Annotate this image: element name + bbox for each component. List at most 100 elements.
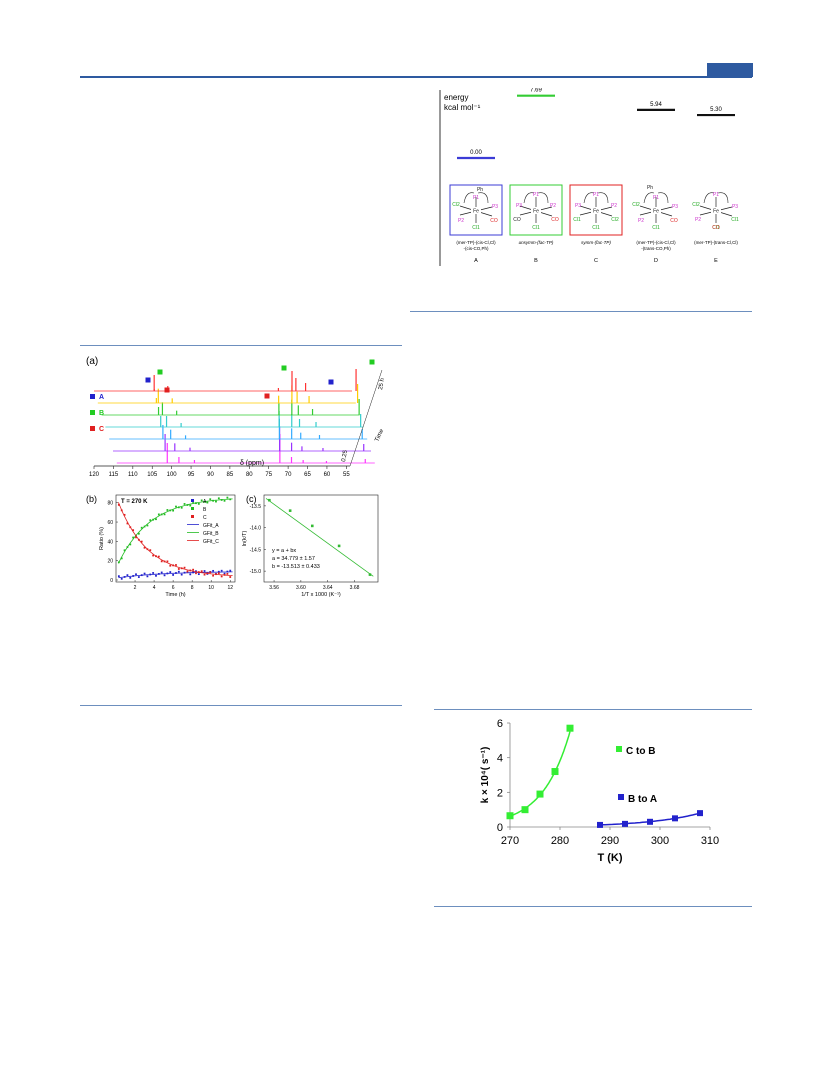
panel-b-xtick-label-10: 10	[208, 585, 214, 591]
panel-c-point-4	[368, 573, 372, 576]
panel-b-point-A	[195, 570, 197, 573]
atom-p3: P3	[732, 204, 738, 210]
panel-b-point-A	[160, 571, 163, 574]
chelate-arc-left	[643, 192, 655, 204]
panel-b-point-C	[172, 564, 175, 567]
panel-b-point-B	[166, 509, 169, 511]
panel-c-xlabel: 1/T x 1000 (K⁻¹)	[301, 592, 341, 598]
panel-b-point-B	[220, 499, 223, 501]
panel-b-point-A	[169, 571, 172, 573]
panel-b-point-C	[163, 560, 166, 563]
panel-b-point-B	[126, 546, 129, 549]
panel-b-point-C	[129, 526, 132, 529]
time-axis-label: Time	[374, 428, 385, 443]
structure-box-C	[569, 184, 623, 236]
panel-b-point-B	[183, 503, 186, 505]
panel-b-point-C	[192, 568, 195, 571]
header-page-tab	[707, 63, 753, 77]
panel-b-legend-label-B: B	[203, 507, 207, 513]
panel-b-point-C	[197, 571, 200, 573]
panel-b-legend-label-GFit_A: GFit_A	[203, 523, 219, 529]
nmr-tick-label-85: 85	[227, 472, 234, 478]
caption-line2-A: -(cis-CO,Ph)	[464, 246, 489, 251]
legend-swatch-A	[90, 394, 95, 399]
panel-b-point-C	[203, 573, 206, 576]
series-b-to-a-point-2	[647, 818, 653, 825]
panel-b-point-C	[220, 575, 223, 578]
series-b-to-a-point-4	[697, 810, 703, 817]
panel-b-point-C	[177, 568, 180, 570]
header-rule	[80, 76, 752, 78]
panel-b-point-A	[180, 573, 183, 576]
panel-b-legend-label-GFit_C: GFit_C	[203, 539, 219, 545]
atom-p2: P2	[695, 217, 701, 223]
nmr-tick-label-55: 55	[343, 472, 350, 478]
atom-p3: P3	[516, 203, 522, 209]
structure-box-B	[509, 184, 563, 236]
panel-b-point-A	[183, 571, 186, 574]
atom-ph: Ph	[647, 185, 653, 191]
panel-b-point-B	[226, 496, 229, 499]
panel-b-point-A	[152, 572, 155, 574]
panel-b-point-B	[200, 499, 203, 502]
panel-b-point-A	[120, 577, 123, 580]
series-b-to-a-point-0	[597, 821, 603, 828]
panel-c-eyring-plot: -13.5 -14.0 -14.5 -15.0 3.56 3.60 3.64 3.68 1/T …	[242, 494, 379, 598]
panel-b-point-B	[223, 499, 226, 502]
atom-co-2: CO	[551, 217, 559, 223]
energy-value-B: 7.69	[530, 88, 542, 94]
panel-b-point-A	[223, 572, 226, 575]
panel-b-point-B	[146, 524, 149, 527]
caption-line1-C: symm-(fac-TP)	[581, 240, 611, 245]
series-c-to-b-point-2	[536, 790, 544, 798]
panel-b-point-C	[217, 572, 220, 575]
panel-b-point-A	[226, 570, 229, 573]
panel-b-point-B	[160, 513, 163, 516]
panel-b-xtick-label-2: 2	[134, 585, 137, 591]
series-b-to-a-point-3	[672, 815, 678, 822]
panel-c-ytick-label--14.5: -14.5	[250, 547, 262, 553]
caption-line2-D: -(trans-CO,Ph)	[641, 246, 671, 251]
panel-b-point-A	[129, 576, 132, 579]
panel-b-point-C	[166, 560, 169, 563]
nmr-figure-bottom-rule	[80, 705, 402, 706]
nmr-tick-label-95: 95	[188, 472, 195, 478]
atom-co: CO	[670, 218, 678, 224]
rate-chart-top-rule	[434, 709, 752, 710]
panel-b-legend-mark-B	[191, 507, 194, 510]
panel-b-point-C	[229, 576, 232, 578]
panel-b-point-C	[155, 555, 157, 558]
series-c-to-b-curve	[509, 731, 571, 818]
panel-b-point-C	[140, 540, 143, 543]
panel-b-legend-label-GFit_B: GFit_B	[203, 531, 219, 537]
panel-b-point-C	[143, 546, 146, 549]
panel-b-point-C	[200, 570, 203, 573]
panel-b-legend-label-C: C	[203, 515, 207, 521]
atom-cl1: Cl1	[712, 225, 720, 231]
panel-b-point-B	[209, 498, 212, 501]
panel-b-point-C	[146, 548, 149, 551]
time-axis-line	[349, 369, 383, 467]
series-c-to-b-point-1	[521, 806, 529, 814]
energy-axis-unit: kcal mol⁻¹	[444, 103, 481, 112]
atom-p3: P3	[575, 203, 581, 209]
structure-B: Fe Cl1 P1 P3 P2 CO CO unsymm-(fac-TP) B	[509, 184, 563, 264]
fe-label-bg	[711, 207, 721, 214]
panel-b-point-A	[155, 574, 157, 577]
atom-cl1-side: Cl1	[573, 217, 581, 223]
atom-fe: Fe	[653, 209, 659, 215]
panel-b-point-C	[206, 572, 209, 575]
atom-cl2: Cl2	[632, 202, 640, 208]
chelate-arc-left	[703, 192, 715, 204]
nmr-x-axis: 120 115 110 105 100 95 90 85 80 75 70 65 60 55	[89, 369, 383, 478]
panel-b-point-B	[163, 513, 166, 516]
panel-b-point-C	[175, 564, 177, 566]
rate-constant-chart: 0 2 4 6 270 280 290 300 310 T (K) k × 10⁴( s⁻¹) C …	[480, 718, 719, 864]
panel-c-ylabel: ln(k/T)	[242, 531, 248, 547]
panel-b-ytick-label-20: 20	[107, 559, 113, 565]
panel-b-point-B	[177, 506, 180, 509]
panel-b-legend-mark-C	[191, 515, 194, 518]
panel-b-point-C	[149, 549, 152, 552]
panel-b-point-A	[149, 573, 152, 576]
